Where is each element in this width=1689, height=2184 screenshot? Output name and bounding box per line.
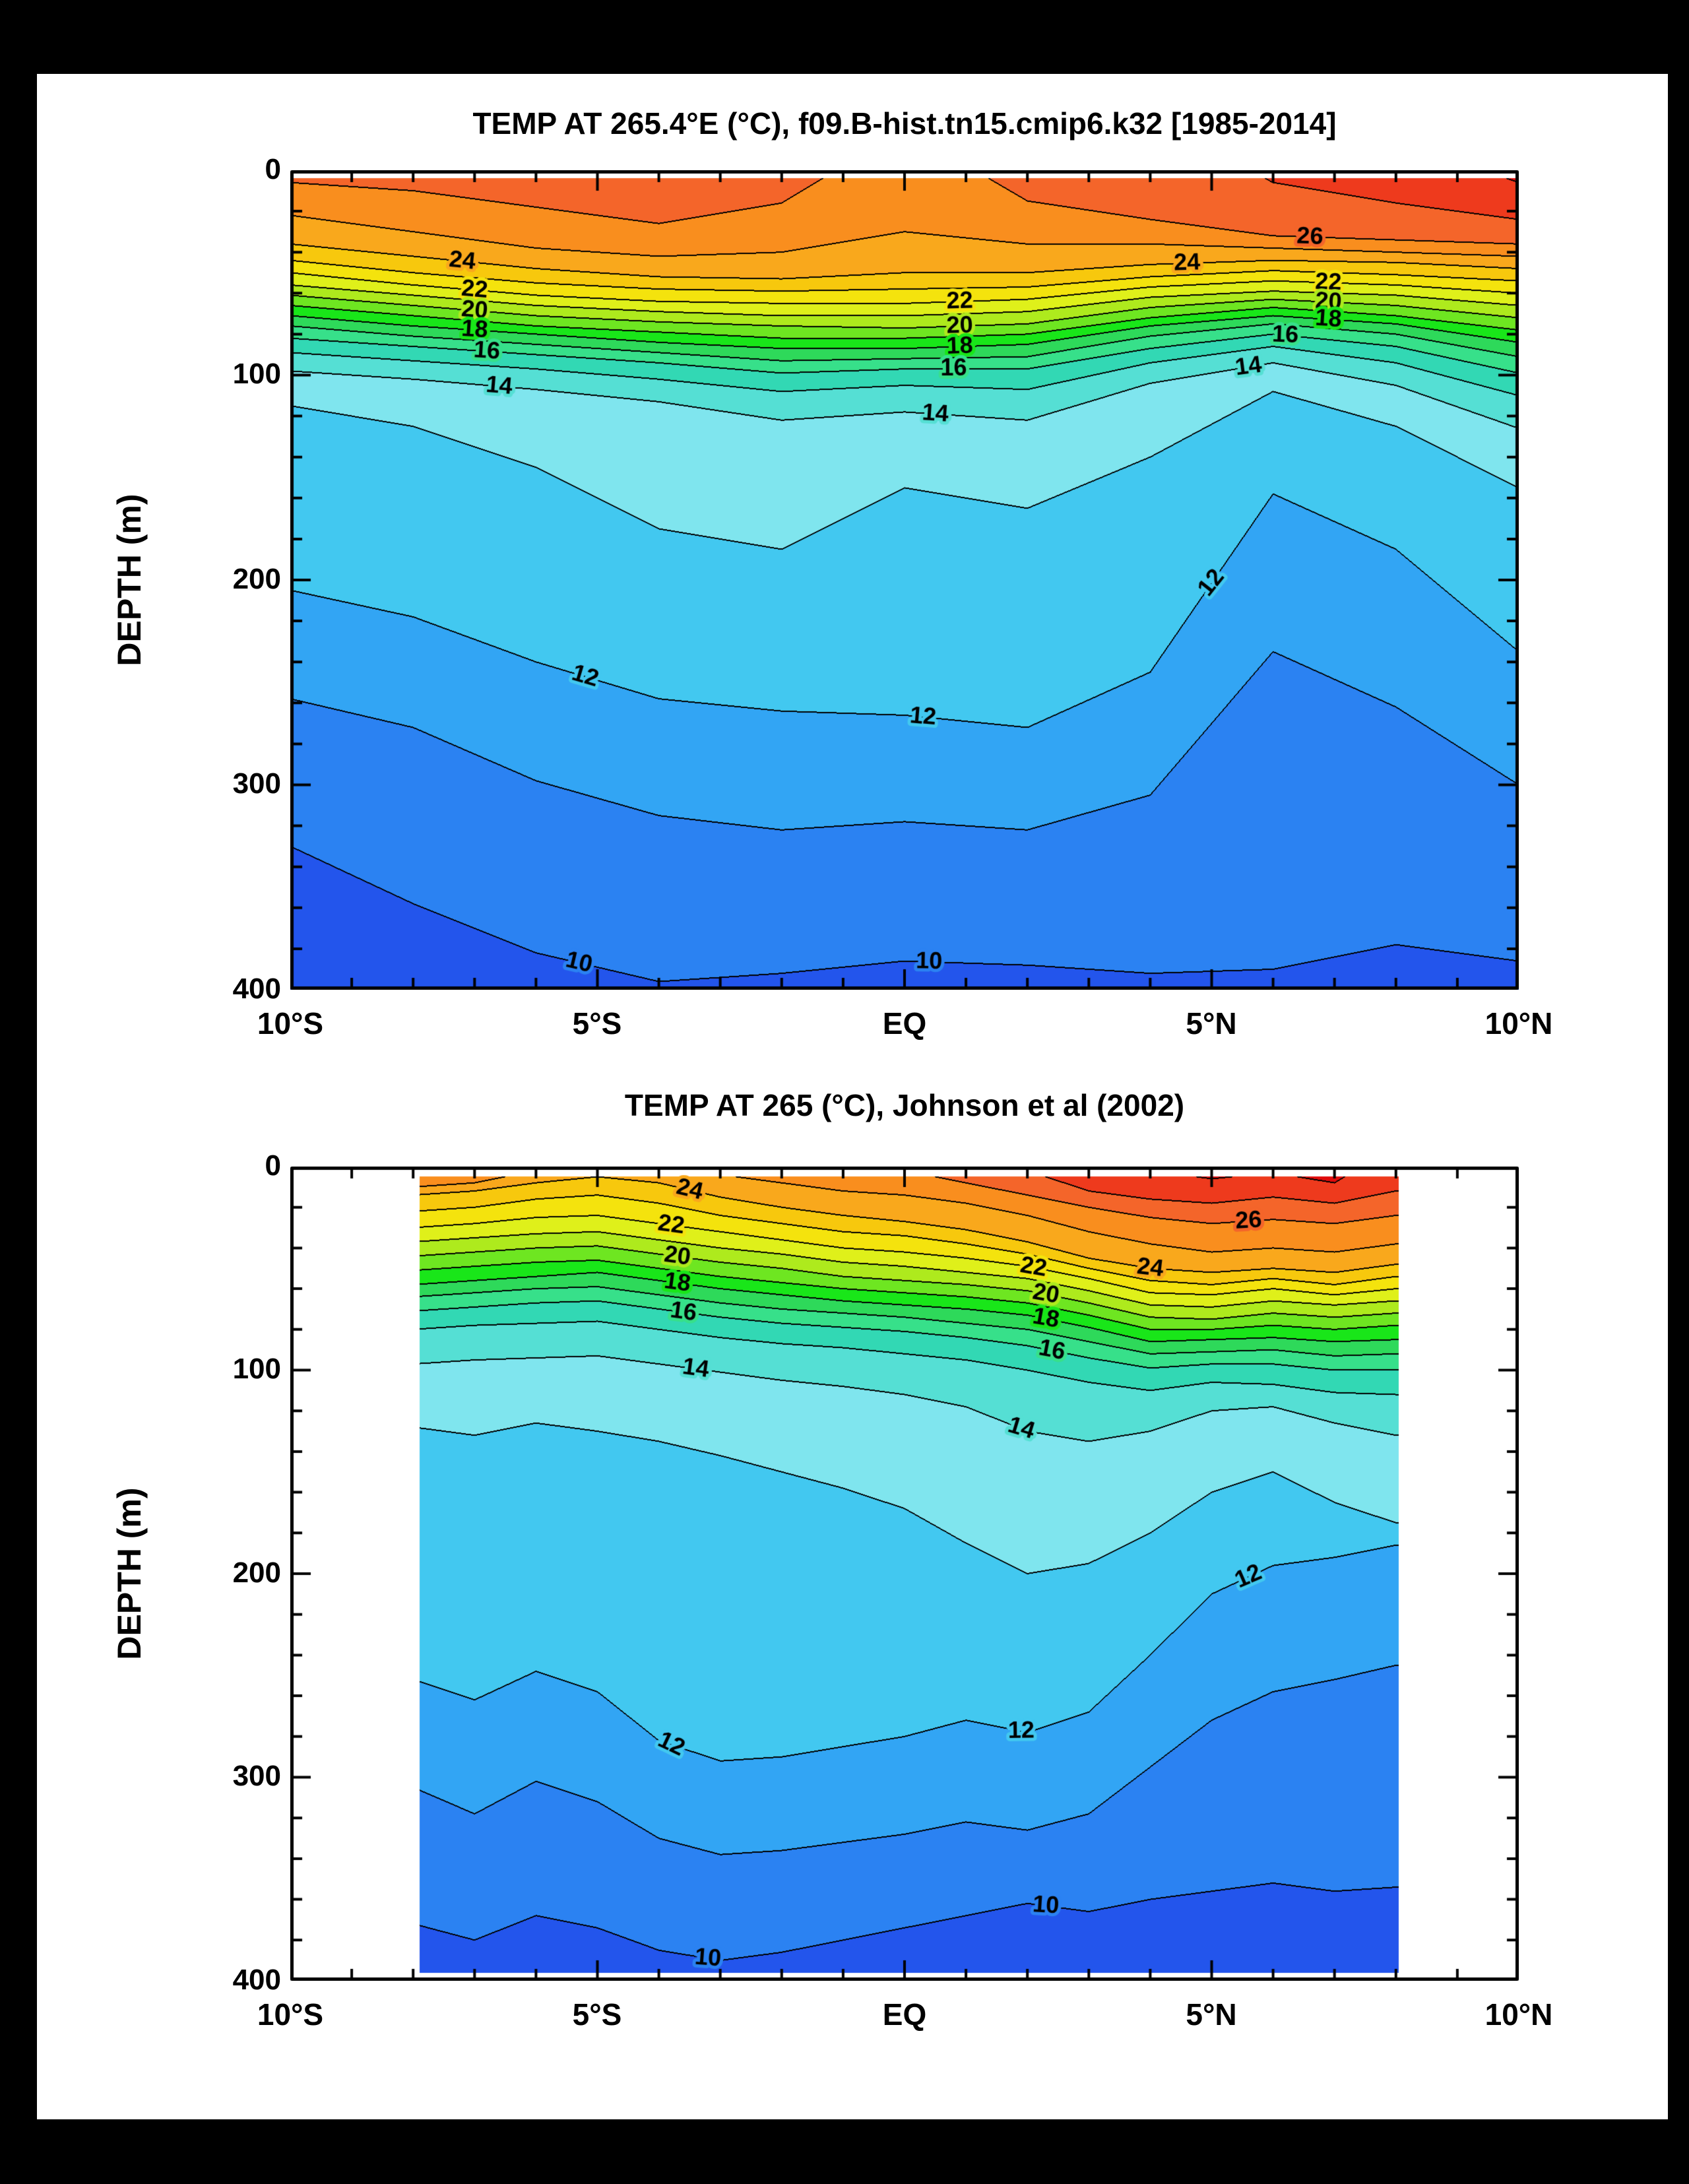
plot1-contour-canvas xyxy=(290,170,1519,990)
plot2-xtick-eq: EQ xyxy=(882,1997,927,2032)
plot1-title: TEMP AT 265.4°E (°C), f09.B-hist.tn15.cm… xyxy=(472,106,1337,141)
plot1-xtick-5n: 5°N xyxy=(1186,1006,1237,1041)
plot1-ytick-200: 200 xyxy=(232,563,281,595)
plot1-xtick-10n: 10°N xyxy=(1484,1006,1553,1041)
plot2-xtick-5n: 5°N xyxy=(1186,1997,1237,2032)
plot1-xtick-5s: 5°S xyxy=(572,1006,622,1041)
plot2-contour-canvas xyxy=(290,1167,1519,1981)
plot1-ytick-100: 100 xyxy=(232,358,281,390)
plot2-xtick-10s: 10°S xyxy=(257,1997,324,2032)
plot2-ytick-0: 0 xyxy=(265,1149,281,1182)
plot2-xtick-10n: 10°N xyxy=(1484,1997,1553,2032)
plot1-ytick-0: 0 xyxy=(265,153,281,185)
plot2-xtick-5s: 5°S xyxy=(572,1997,622,2032)
plot2-title: TEMP AT 265 (°C), Johnson et al (2002) xyxy=(624,1088,1185,1122)
plot2-y-axis-title: DEPTH (m) xyxy=(111,1487,148,1660)
plot1-xtick-eq: EQ xyxy=(882,1006,927,1041)
plot2-ytick-300: 300 xyxy=(232,1760,281,1792)
plot1-ytick-300: 300 xyxy=(232,767,281,800)
plot1-y-axis-title: DEPTH (m) xyxy=(111,494,148,666)
plot1-ytick-400: 400 xyxy=(232,973,281,1005)
plot1-xtick-10s: 10°S xyxy=(257,1006,324,1041)
plot2-ytick-400: 400 xyxy=(232,1964,281,1996)
plot2-ytick-200: 200 xyxy=(232,1557,281,1589)
plot2-ytick-100: 100 xyxy=(232,1353,281,1385)
